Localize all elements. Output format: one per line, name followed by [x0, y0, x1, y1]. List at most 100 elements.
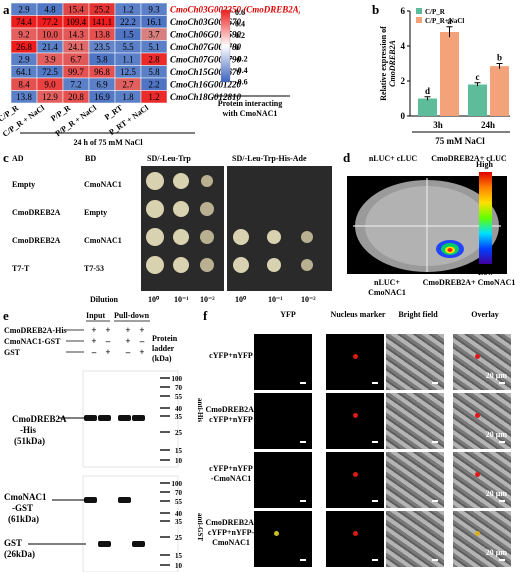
heatmap-value: 13.8: [94, 30, 110, 40]
heatmap-value: 5.8: [148, 67, 160, 77]
ladder-mark: 15: [175, 447, 183, 455]
colony: [146, 200, 164, 218]
pulldown-label: Pull-down: [114, 311, 150, 320]
panel-b-footer: 75 mM NaCl: [435, 136, 485, 146]
heatmap-value: 16.9: [94, 92, 110, 102]
band2-label-2: -GST: [12, 503, 33, 513]
scale-bar: [432, 559, 438, 561]
colony: [146, 228, 164, 246]
ladder-mark: 70: [175, 489, 183, 497]
colorbar-tick: -0.2: [235, 54, 248, 63]
sign: +: [139, 325, 144, 335]
gene-label: CmoCh18G012810: [170, 92, 242, 102]
y-tick-label: 4: [401, 41, 406, 51]
row-label-line: CmoDREB2A-: [205, 405, 257, 414]
scale-label: 20 μm: [485, 430, 507, 439]
scale-bar: [432, 382, 438, 384]
heatmap-value: 2.8: [148, 55, 160, 65]
sign: +: [125, 325, 130, 335]
gene-label: CmoCh15G009670: [170, 67, 242, 77]
pulldown-row-label: CmoNAC1-GST: [4, 337, 61, 346]
colony: [200, 258, 214, 272]
scale-bar: [432, 500, 438, 502]
microscopy-image: [254, 511, 312, 567]
sign: +: [105, 347, 110, 357]
heatmap-value: 3.9: [44, 55, 56, 65]
sign: +: [125, 336, 130, 346]
ladder-mark: 55: [175, 393, 183, 401]
microscopy-image: [326, 452, 384, 508]
microscopy-image: 20 μm: [453, 334, 511, 390]
heatmap-value: 9.3: [148, 5, 160, 15]
heatmap-value: 21.4: [42, 42, 58, 52]
band1-label-3: (51kDa): [14, 436, 45, 446]
microscopy-image: [386, 511, 444, 567]
colony: [146, 172, 164, 190]
scale-bar: [372, 441, 378, 443]
heatmap-cells: 2.9 4.8 15.4 25.2 1.2 9.3 74.4 77.2 109.4 141.1 22…: [10, 2, 168, 104]
yfp-signal: [274, 531, 279, 536]
heatmap-value: 1.8: [122, 92, 134, 102]
media-1: SD/-Leu-Trp: [147, 154, 191, 163]
column-header: Bright field: [398, 310, 438, 319]
heatmap-value: 5.5: [122, 42, 134, 52]
bd-label: Empty: [84, 208, 108, 217]
bracket-label-1: Protein interacting: [218, 99, 283, 108]
blot-band: [84, 415, 97, 421]
y-axis-label-2: CmoDREB2A: [388, 40, 397, 87]
heatmap-value: 7.2: [70, 80, 81, 90]
colorbar-tick: -0.6: [235, 78, 248, 87]
panel-e-label: e: [3, 308, 9, 323]
scale-bar: [499, 500, 505, 502]
row-label: cYFP+nYFP -CmoNAC1: [201, 464, 261, 484]
scale-label: 20 μm: [485, 371, 507, 380]
gene-label: CmoCh06G014590: [170, 30, 242, 40]
scale-high: High: [476, 160, 493, 169]
luminescence-scale: [479, 172, 492, 264]
significance-letter: a: [447, 16, 452, 26]
blot-band: [98, 415, 111, 421]
band3-label-1: GST: [4, 538, 22, 548]
colony: [200, 230, 214, 244]
scale-bar: [499, 441, 505, 443]
heatmap-value: 1.1: [122, 55, 133, 65]
heatmap-value: 4.8: [44, 5, 56, 15]
y-tick-label: 6: [401, 6, 406, 16]
dilution-value: 10⁻¹: [174, 295, 189, 304]
heatmap-gene-labels: CmoCh03G003350 (CmoDREB2A) CmoCh03G007670…: [170, 5, 300, 103]
heatmap-value: 15.4: [68, 5, 84, 15]
colony: [200, 202, 214, 216]
microscopy-image: [386, 393, 444, 449]
panel-a-label: a: [3, 2, 10, 17]
colony: [201, 175, 213, 187]
nucleus-signal: [475, 531, 480, 536]
heatmap-value: 14.3: [68, 30, 84, 40]
ad-label: Empty: [12, 180, 36, 189]
colony: [301, 231, 313, 243]
ladder-mark: 100: [172, 480, 183, 488]
ad-label: CmoDREB2A: [12, 236, 61, 245]
bar: [490, 66, 509, 116]
band1-label-1: CmoDREB2A: [12, 414, 67, 424]
heatmap-value: 9.2: [18, 30, 29, 40]
heatmap-value: 141.1: [92, 17, 112, 27]
ladder-mark: 35: [175, 413, 183, 421]
gene-label: CmoCh16G001220: [170, 80, 242, 90]
row-label-line: CmoDREB2A-: [205, 518, 257, 527]
dilution-value: 10⁰: [235, 295, 247, 304]
dilution-value: 10⁰: [148, 295, 160, 304]
label-dreb-nac1: CmoDREB2A+ CmoNAC1: [422, 278, 516, 287]
scale-bar: [372, 559, 378, 561]
input-label: Input: [86, 311, 106, 320]
scale-bar: [300, 441, 306, 443]
bar: [418, 98, 437, 116]
row-label-line: -CmoNAC1: [210, 474, 252, 483]
blot-band: [98, 541, 111, 547]
colorbar-tick: 0.6: [235, 8, 245, 17]
y-tick-label: 0: [401, 111, 406, 121]
sign: +: [91, 336, 96, 346]
row-label-line: CmoNAC1: [212, 538, 250, 547]
header-bd: BD: [85, 154, 97, 163]
bd-label: T7-53: [84, 264, 104, 273]
band2-label-1: CmoNAC1: [4, 492, 47, 502]
